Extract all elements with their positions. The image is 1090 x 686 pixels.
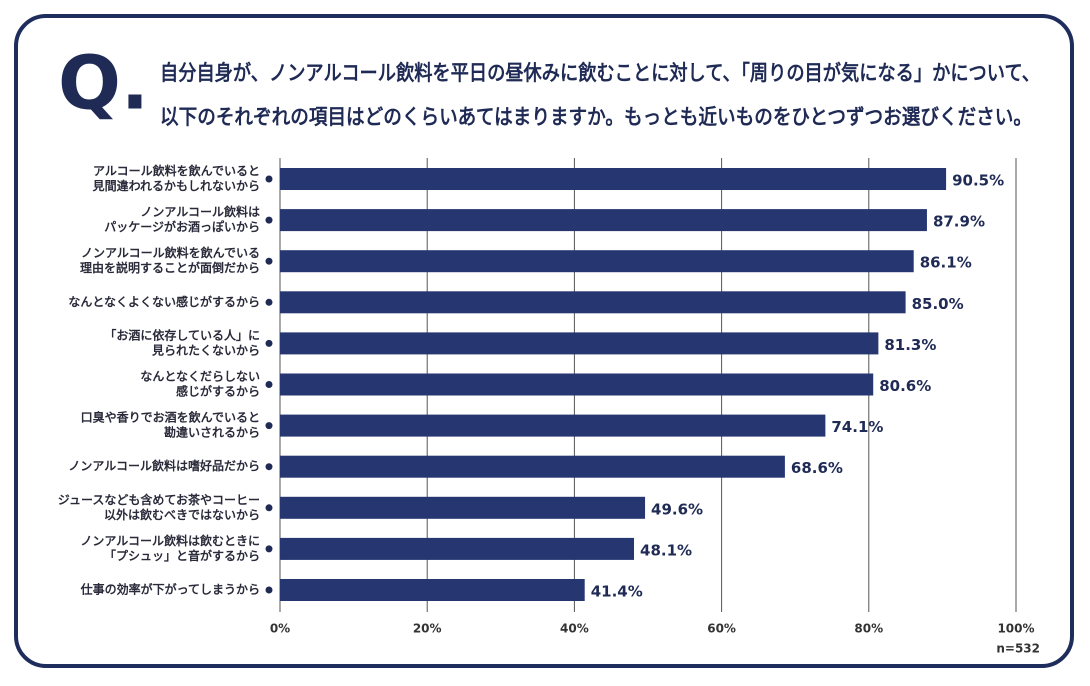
- x-tick-label: 100%: [997, 622, 1034, 636]
- y-tick-label: 「プシュッ」と音がするから: [104, 548, 260, 563]
- bar: [280, 291, 906, 314]
- y-tick-label: 勘違いされるから: [164, 425, 260, 440]
- y-tick-label: 見られたくないから: [151, 342, 260, 357]
- y-tick-label: 仕事の効率が下がってしまうから: [80, 582, 260, 597]
- bar: [280, 414, 826, 437]
- bar: [280, 537, 635, 560]
- value-label: 81.3%: [884, 336, 936, 354]
- value-label: 68.6%: [791, 459, 843, 477]
- bullet: [265, 381, 273, 388]
- y-tick-label: ノンアルコール飲料は嗜好品だから: [68, 458, 260, 473]
- bullet: [265, 298, 273, 306]
- y-tick-label: 見間違われるかもしれないから: [92, 178, 260, 193]
- y-tick-label: アルコール飲料を飲んでいると: [93, 163, 260, 178]
- value-label: 87.9%: [933, 213, 985, 231]
- bar: [280, 250, 914, 273]
- bar: [280, 168, 947, 190]
- bullet: [265, 175, 273, 183]
- x-tick-label: 60%: [707, 622, 736, 636]
- y-tick-label: ノンアルコール飲料は: [140, 204, 260, 219]
- chart-title: 自分自身が、ノンアルコール飲料を平日の昼休みに飲むことに対して、「周りの目が気に…: [160, 61, 1040, 85]
- value-label: 74.1%: [831, 418, 883, 436]
- y-tick-label: ノンアルコール飲料は飲むときに: [80, 533, 260, 548]
- bullet: [265, 339, 273, 347]
- value-label: 86.1%: [920, 254, 972, 272]
- bullet: [265, 586, 273, 594]
- bullet: [265, 216, 273, 224]
- value-label: 41.4%: [591, 583, 643, 601]
- question-label: Q.: [58, 41, 149, 127]
- x-tick-label: 80%: [854, 622, 883, 636]
- value-label: 85.0%: [912, 295, 964, 313]
- bullet: [265, 257, 273, 265]
- value-label: 90.5%: [952, 172, 1004, 190]
- y-tick-label: なんとなくよくない感じがするから: [68, 294, 260, 309]
- bullet: [265, 463, 273, 471]
- y-tick-label: なんとなくだらしない: [140, 370, 260, 384]
- bullet: [265, 504, 273, 512]
- x-tick-label: 0%: [270, 622, 290, 636]
- bar: [280, 455, 785, 478]
- bar: [280, 496, 646, 519]
- y-tick-label: 感じがするから: [176, 384, 260, 399]
- y-tick-label: 以外は飲むべきではないから: [104, 507, 260, 522]
- bar: [280, 332, 879, 355]
- bullet: [265, 422, 273, 430]
- y-tick-label: ジュースなども含めてお茶やコーヒー: [58, 492, 260, 507]
- bar: [280, 579, 585, 601]
- x-tick-label: 40%: [560, 622, 589, 636]
- value-label: 80.6%: [879, 377, 931, 395]
- y-tick-label: 「お酒に依存している人」に: [104, 327, 260, 342]
- sample-note: n=532: [996, 642, 1040, 656]
- x-tick-label: 20%: [413, 622, 442, 636]
- bar: [280, 373, 874, 396]
- bar: [280, 209, 927, 232]
- value-label: 48.1%: [640, 541, 692, 559]
- bullet: [265, 545, 273, 553]
- value-label: 49.6%: [651, 500, 703, 518]
- y-tick-label: ノンアルコール飲料を飲んでいる: [81, 245, 260, 260]
- y-tick-label: 理由を説明することが面倒だから: [80, 260, 260, 275]
- chart-title: 以下のそれぞれの項目はどのくらいあてはまりますか。もっとも近いものをひとつずつお…: [160, 105, 1032, 129]
- y-tick-label: パッケージがお酒っぽいから: [104, 219, 260, 234]
- y-tick-label: 口臭や香りでお酒を飲んでいると: [81, 410, 260, 425]
